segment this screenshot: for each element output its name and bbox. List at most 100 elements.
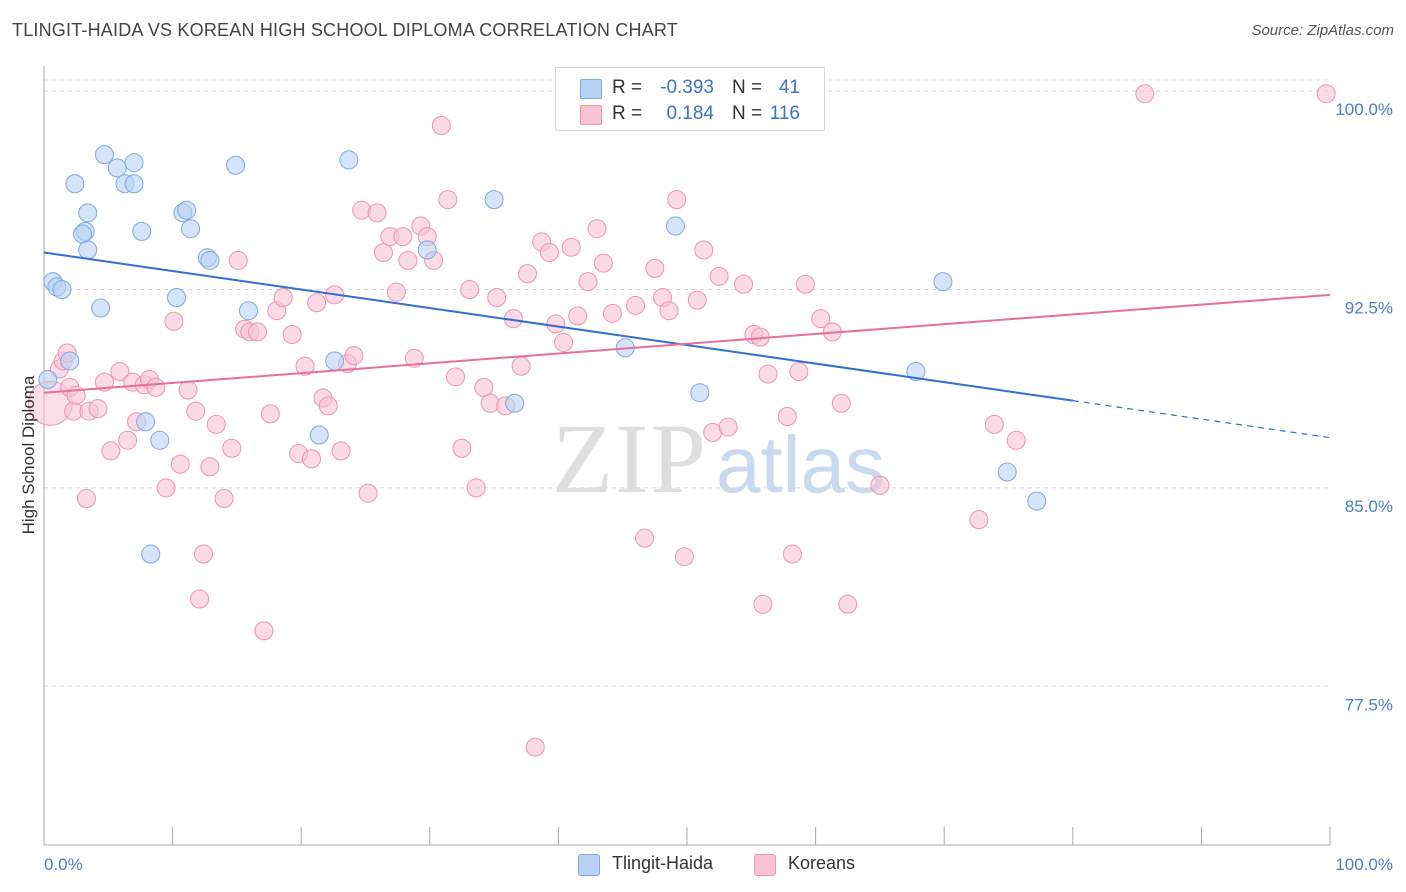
koreans-point	[546, 314, 566, 334]
koreans-point	[1135, 84, 1155, 104]
tlingit-haida-point	[309, 425, 329, 445]
koreans-point	[393, 227, 413, 247]
koreans-point	[718, 417, 738, 437]
koreans-point	[1006, 430, 1026, 450]
tlingit-haida-point	[132, 221, 152, 241]
tlingit-haida-point	[91, 298, 111, 318]
y-tick-label: 100.0%	[1335, 100, 1393, 119]
koreans-point	[307, 293, 327, 313]
koreans-point	[438, 190, 458, 210]
koreans-point	[94, 372, 114, 392]
legend-r-label: R =	[612, 103, 643, 124]
tlingit-haida-point	[484, 190, 504, 210]
y-axis-label: High School Diploma	[19, 375, 38, 534]
koreans-point	[344, 346, 364, 366]
koreans-point	[480, 393, 500, 413]
legend-swatch-pink	[754, 854, 776, 876]
koreans-point	[110, 362, 130, 382]
koreans-point	[734, 274, 754, 294]
koreans-point	[811, 309, 831, 329]
koreans-point	[674, 547, 694, 567]
koreans-point	[694, 240, 714, 260]
watermark: ZIP atlas	[552, 403, 885, 514]
koreans-point	[452, 438, 472, 458]
tlingit-haida-trend-line	[43, 251, 1073, 402]
koreans-point	[659, 301, 679, 321]
koreans-point	[687, 290, 707, 310]
koreans-point	[247, 322, 267, 342]
koreans-point	[446, 367, 466, 387]
y-tick-label: 92.5%	[1345, 299, 1393, 318]
koreans-point	[667, 190, 687, 210]
koreans-point	[474, 377, 494, 397]
tlingit-haida-point	[933, 272, 953, 292]
tlingit-haida-point	[417, 240, 437, 260]
watermark-zip: ZIP	[552, 403, 708, 514]
koreans-point	[1316, 84, 1336, 104]
koreans-point	[214, 488, 234, 508]
koreans-point	[795, 274, 815, 294]
tlingit-haida-point	[65, 174, 85, 194]
koreans-point	[164, 311, 184, 331]
koreans-point	[118, 430, 138, 450]
axes	[43, 66, 1331, 846]
legend-r-value: 0.184	[666, 103, 714, 124]
tlingit-haida-point	[73, 224, 93, 244]
koreans-point	[487, 287, 507, 307]
koreans-point	[367, 203, 387, 223]
koreans-point	[222, 438, 242, 458]
koreans-point	[358, 483, 378, 503]
koreans-point	[228, 250, 248, 270]
koreans-point	[386, 282, 406, 302]
tlingit-haida-point	[60, 351, 80, 371]
koreans-point	[170, 454, 190, 474]
legend-n-label: N =	[732, 77, 763, 98]
y-tick-label: 77.5%	[1345, 695, 1393, 714]
series-koreans-points	[27, 84, 1336, 757]
legend-swatch-blue	[578, 854, 600, 876]
koreans-point	[554, 332, 574, 352]
legend-swatch-pink	[580, 105, 602, 125]
koreans-point	[76, 488, 96, 508]
koreans-point	[190, 589, 210, 609]
koreans-point	[146, 377, 166, 397]
tlingit-haida-point	[78, 240, 98, 260]
watermark-atlas: atlas	[716, 420, 885, 509]
koreans-point	[838, 594, 858, 614]
x-tick-label-min: 0.0%	[44, 855, 83, 874]
koreans-point	[789, 362, 809, 382]
koreans-point	[984, 414, 1004, 434]
koreans-point	[511, 356, 531, 376]
chart-title: TLINGIT-HAIDA VS KOREAN HIGH SCHOOL DIPL…	[12, 20, 678, 40]
legend-n-label: N =	[732, 103, 763, 124]
koreans-point	[301, 449, 321, 469]
koreans-point	[260, 404, 280, 424]
tlingit-haida-point	[78, 203, 98, 223]
tlingit-haida-point	[38, 369, 58, 389]
tlingit-haida-point	[124, 174, 144, 194]
koreans-point	[156, 478, 176, 498]
koreans-point	[200, 457, 220, 477]
legend-swatch-blue	[580, 79, 602, 99]
koreans-point	[88, 399, 108, 419]
koreans-point	[186, 401, 206, 421]
tlingit-haida-point	[339, 150, 359, 170]
koreans-point	[626, 295, 646, 315]
tlingit-haida-point	[181, 219, 201, 239]
koreans-point	[273, 287, 293, 307]
koreans-point	[602, 303, 622, 323]
tlingit-haida-point	[238, 301, 258, 321]
koreans-point	[398, 250, 418, 270]
legend-box: R = -0.393 N = 41 R = 0.184 N = 116	[555, 67, 825, 131]
legend-row-koreans: R = 0.184 N = 116	[556, 101, 824, 127]
koreans-point	[782, 544, 802, 564]
koreans-point	[645, 258, 665, 278]
koreans-point	[318, 396, 338, 416]
tlingit-haida-point	[226, 155, 246, 175]
legend-r-label: R =	[612, 77, 643, 98]
koreans-point	[295, 356, 315, 376]
koreans-point	[193, 544, 213, 564]
koreans-point	[969, 510, 989, 530]
tlingit-haida-point	[107, 158, 127, 178]
